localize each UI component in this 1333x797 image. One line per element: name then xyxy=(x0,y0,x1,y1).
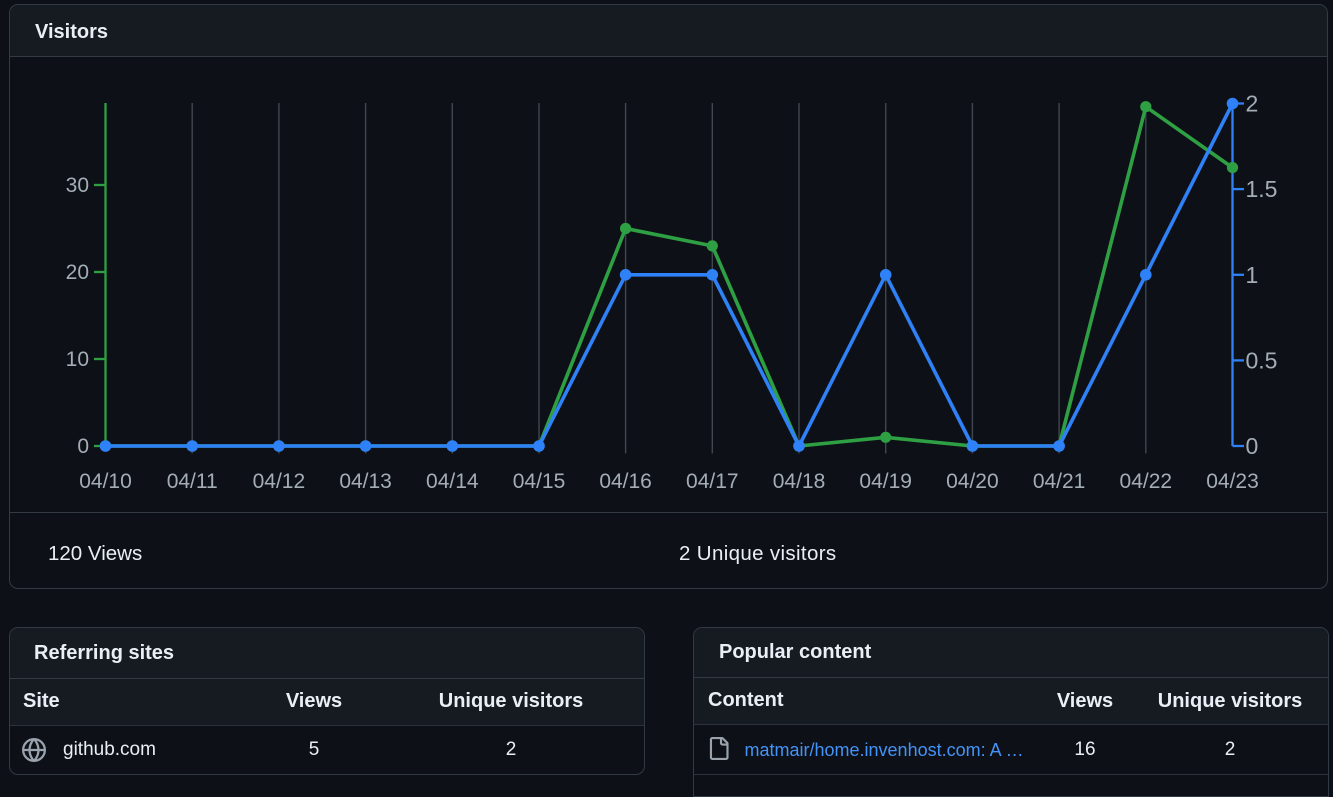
svg-text:04/16: 04/16 xyxy=(599,470,652,493)
svg-text:04/14: 04/14 xyxy=(426,470,479,493)
svg-text:04/17: 04/17 xyxy=(686,470,739,493)
svg-text:04/10: 04/10 xyxy=(79,470,132,493)
svg-text:04/21: 04/21 xyxy=(1033,470,1086,493)
svg-text:0: 0 xyxy=(1246,433,1259,459)
svg-text:04/11: 04/11 xyxy=(167,470,218,493)
svg-text:04/12: 04/12 xyxy=(253,470,306,493)
svg-text:04/15: 04/15 xyxy=(513,470,566,493)
svg-text:04/13: 04/13 xyxy=(339,470,392,493)
svg-text:1: 1 xyxy=(1246,262,1259,288)
svg-text:0.5: 0.5 xyxy=(1246,347,1278,373)
svg-text:04/23: 04/23 xyxy=(1206,470,1259,493)
svg-text:0: 0 xyxy=(77,435,89,458)
svg-text:30: 30 xyxy=(66,174,89,197)
svg-text:04/22: 04/22 xyxy=(1120,470,1173,493)
svg-text:10: 10 xyxy=(66,348,89,371)
svg-text:04/19: 04/19 xyxy=(859,470,912,493)
svg-text:20: 20 xyxy=(66,261,89,284)
svg-text:04/20: 04/20 xyxy=(946,470,999,493)
svg-text:1.5: 1.5 xyxy=(1246,176,1278,202)
svg-text:04/18: 04/18 xyxy=(773,470,826,493)
svg-text:2: 2 xyxy=(1246,91,1259,117)
